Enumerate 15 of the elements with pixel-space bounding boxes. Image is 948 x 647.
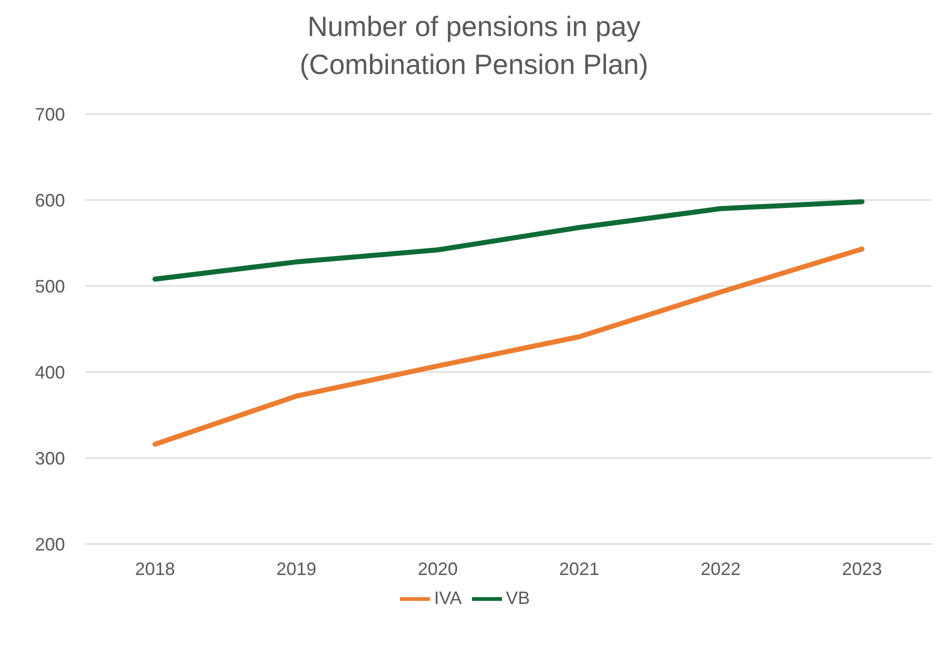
- y-tick-label: 700: [34, 104, 65, 124]
- x-tick-label: 2018: [134, 558, 176, 579]
- legend-label: VB: [506, 588, 530, 608]
- x-tick-label: 2023: [842, 558, 882, 579]
- y-tick-label: 500: [34, 276, 65, 296]
- y-tick-label: 300: [34, 448, 65, 468]
- y-tick-label: 600: [34, 190, 65, 210]
- y-tick-label: 200: [34, 534, 65, 554]
- chart-title: Number of pensions in pay (Combination Pension Plan): [298, 10, 650, 82]
- x-tick-label: 2020: [418, 558, 458, 579]
- y-tick-label: 400: [34, 362, 65, 382]
- x-tick-label: 2019: [276, 558, 316, 579]
- x-tick-label: 2021: [559, 558, 600, 579]
- x-tick-label: 2022: [700, 558, 741, 579]
- legend-label: IVA: [434, 588, 462, 608]
